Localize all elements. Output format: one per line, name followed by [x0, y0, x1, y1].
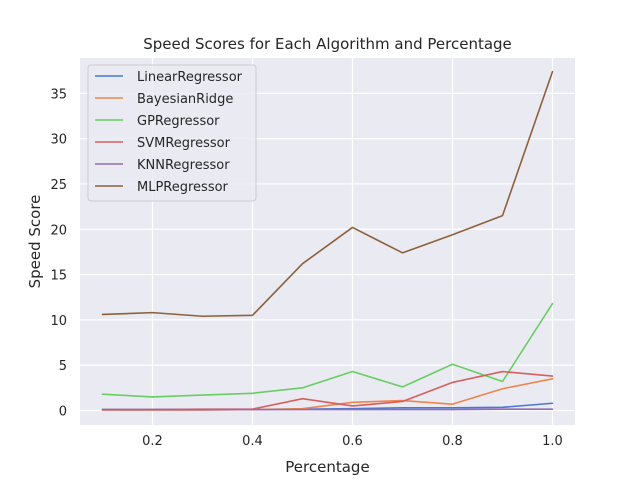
legend-label-knnregressor: KNNRegressor — [137, 158, 230, 173]
y-axis-label: Speed Score — [26, 195, 44, 289]
legend-box — [87, 64, 257, 202]
y-tick-label: 25 — [50, 178, 67, 193]
y-tick-label: 20 — [50, 223, 67, 238]
legend-label-linearregressor: LinearRegressor — [137, 70, 243, 85]
series-lines — [101, 70, 554, 411]
x-tick-label: 0.4 — [242, 434, 263, 449]
x-tick-label: 0.8 — [442, 434, 463, 449]
series-line-gpregressor — [101, 302, 554, 398]
series-line-mlpregressor — [101, 70, 554, 318]
legend: LinearRegressor BayesianRidge GPRegressor S… — [87, 64, 257, 202]
legend-label-gpregressor: GPRegressor — [137, 114, 220, 129]
legend-label-mlpregressor: MLPRegressor — [137, 180, 229, 195]
y-axis-ticks: 0 5 10 15 20 25 30 35 — [50, 87, 67, 419]
y-tick-label: 15 — [50, 269, 67, 284]
x-tick-label: 0.2 — [142, 434, 163, 449]
y-tick-label: 10 — [50, 314, 67, 329]
y-tick-label: 0 — [59, 405, 67, 420]
x-axis-label: Percentage — [285, 458, 369, 476]
x-tick-label: 1.0 — [542, 434, 563, 449]
legend-label-svmregressor: SVMRegressor — [137, 136, 231, 151]
x-axis-ticks: 0.2 0.4 0.6 0.8 1.0 — [142, 434, 563, 449]
chart-title: Speed Scores for Each Algorithm and Perc… — [143, 35, 512, 53]
grid — [80, 58, 575, 425]
y-tick-label: 30 — [50, 133, 67, 148]
x-tick-label: 0.6 — [342, 434, 363, 449]
legend-label-bayesianridge: BayesianRidge — [137, 92, 233, 107]
y-tick-label: 5 — [59, 359, 67, 374]
y-tick-label: 35 — [50, 87, 67, 102]
